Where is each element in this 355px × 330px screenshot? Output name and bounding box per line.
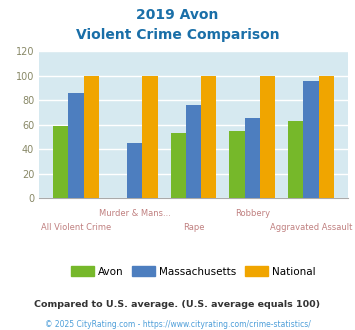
Bar <box>127 143 142 198</box>
Bar <box>201 76 217 198</box>
Text: Robbery: Robbery <box>235 209 270 218</box>
Bar <box>260 76 275 198</box>
Text: Aggravated Assault: Aggravated Assault <box>270 223 352 232</box>
Bar <box>69 93 84 198</box>
Bar <box>288 121 303 198</box>
Bar <box>186 105 201 198</box>
Text: Rape: Rape <box>183 223 204 232</box>
Bar <box>245 118 260 198</box>
Bar <box>84 76 99 198</box>
Bar <box>170 133 186 198</box>
Text: Compared to U.S. average. (U.S. average equals 100): Compared to U.S. average. (U.S. average … <box>34 300 321 309</box>
Bar <box>229 131 245 198</box>
Legend: Avon, Massachusetts, National: Avon, Massachusetts, National <box>67 262 320 281</box>
Text: © 2025 CityRating.com - https://www.cityrating.com/crime-statistics/: © 2025 CityRating.com - https://www.city… <box>45 320 310 329</box>
Text: 2019 Avon: 2019 Avon <box>136 8 219 22</box>
Text: Murder & Mans...: Murder & Mans... <box>99 209 171 218</box>
Bar <box>303 81 318 198</box>
Bar <box>142 76 158 198</box>
Text: Violent Crime Comparison: Violent Crime Comparison <box>76 28 279 42</box>
Text: All Violent Crime: All Violent Crime <box>41 223 111 232</box>
Bar <box>318 76 334 198</box>
Bar <box>53 126 69 198</box>
